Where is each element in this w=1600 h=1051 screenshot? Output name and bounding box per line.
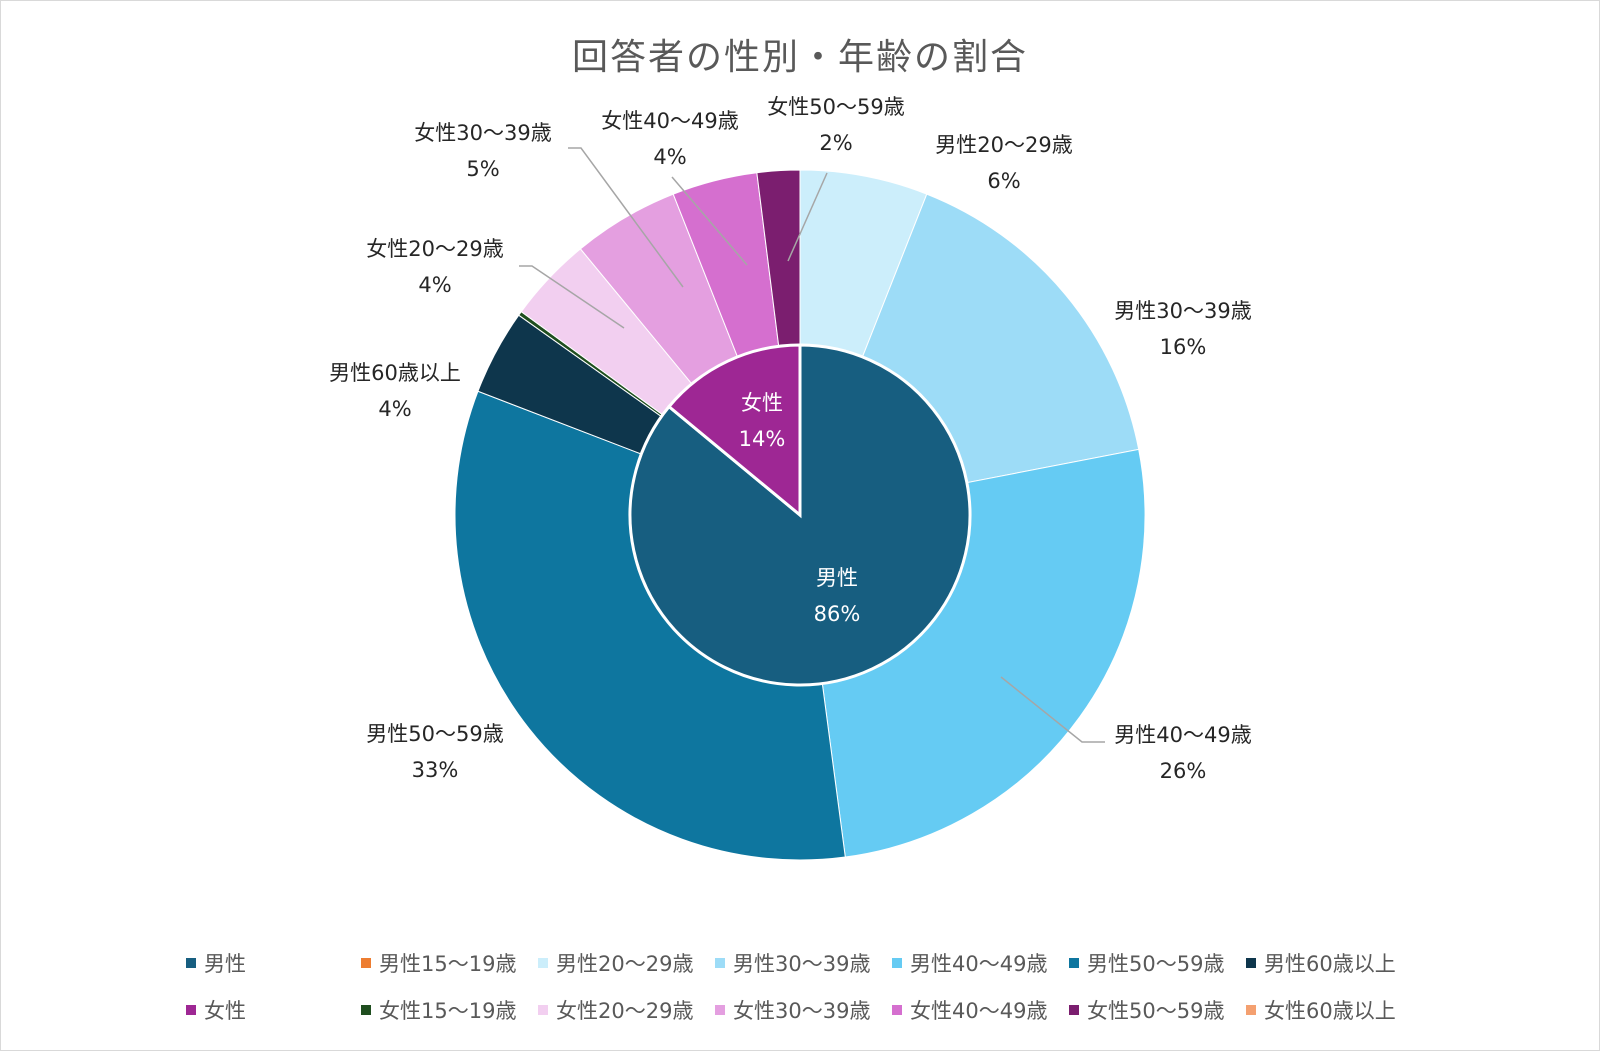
- legend-item: 男性30〜39歳: [715, 948, 892, 978]
- outer-label-name-1: 男性20〜29歳: [935, 133, 1072, 157]
- legend-item: 女性30〜39歳: [715, 995, 892, 1025]
- outer-label-name-5: 男性60歳以上: [329, 361, 461, 385]
- legend-item: 女性: [186, 995, 361, 1025]
- outer-label-name-7: 女性20〜29歳: [366, 237, 503, 261]
- inner-label-name-1: 女性: [741, 391, 783, 415]
- legend-label: 男性50〜59歳: [1087, 952, 1225, 976]
- legend-label: 女性30〜39歳: [733, 999, 871, 1023]
- legend-label: 女性: [204, 999, 246, 1023]
- leader-line-7: [519, 265, 625, 329]
- legend-swatch: [186, 958, 196, 968]
- legend-swatch: [1246, 1005, 1256, 1015]
- outer-label-name-9: 女性40〜49歳: [601, 109, 738, 133]
- inner-slice-0: [628, 343, 972, 687]
- legend-swatch: [1069, 958, 1079, 968]
- chart-title: 回答者の性別・年齢の割合: [571, 37, 1028, 78]
- legend-row-male: 男性 男性15〜19歳 男性20〜29歳 男性30〜39歳 男性40〜49歳 男性50〜5…: [186, 948, 1446, 978]
- legend-item: 男性15〜19歳: [361, 948, 538, 978]
- legend-swatch: [361, 958, 371, 968]
- legend-label: 女性20〜29歳: [556, 999, 694, 1023]
- legend-swatch: [538, 958, 548, 968]
- outer-label-name-8: 女性30〜39歳: [414, 121, 551, 145]
- legend-swatch: [1246, 958, 1256, 968]
- legend-item: 男性20〜29歳: [538, 948, 715, 978]
- outer-label-value-7: 4%: [418, 273, 451, 297]
- legend-item: 女性50〜59歳: [1069, 995, 1246, 1025]
- outer-label-name-3: 男性40〜49歳: [1114, 723, 1251, 747]
- inner-slice-1: [666, 343, 802, 519]
- legend-item: 女性15〜19歳: [361, 995, 538, 1025]
- legend-item: 女性20〜29歳: [538, 995, 715, 1025]
- legend-swatch: [715, 958, 725, 968]
- legend-swatch: [715, 1005, 725, 1015]
- legend-label: 女性15〜19歳: [379, 999, 517, 1023]
- outer-label-value-8: 5%: [466, 157, 499, 181]
- outer-label-name-10: 女性50〜59歳: [767, 95, 904, 119]
- legend-label: 男性15〜19歳: [379, 952, 517, 976]
- leader-line-3: [1000, 676, 1105, 743]
- legend-item: 女性60歳以上: [1246, 995, 1423, 1025]
- legend-label: 女性50〜59歳: [1087, 999, 1225, 1023]
- legend-label: 男性20〜29歳: [556, 952, 694, 976]
- legend-swatch: [186, 1005, 196, 1015]
- outer-label-name-2: 男性30〜39歳: [1114, 299, 1251, 323]
- legend-swatch: [892, 1005, 902, 1015]
- legend-label: 男性30〜39歳: [733, 952, 871, 976]
- outer-label-value-5: 4%: [378, 397, 411, 421]
- legend-item: 男性: [186, 948, 361, 978]
- outer-label-value-1: 6%: [987, 169, 1020, 193]
- legend-label: 女性40〜49歳: [910, 999, 1048, 1023]
- legend-label: 女性60歳以上: [1264, 999, 1396, 1023]
- leader-line-10: [787, 172, 828, 262]
- outer-label-value-9: 4%: [653, 145, 686, 169]
- inner-label-name-0: 男性: [816, 566, 858, 590]
- legend-swatch: [892, 958, 902, 968]
- legend-swatch: [1069, 1005, 1079, 1015]
- outer-label-name-4: 男性50〜59歳: [366, 722, 503, 746]
- legend-label: 男性: [204, 952, 246, 976]
- legend-row-female: 女性 女性15〜19歳 女性20〜29歳 女性30〜39歳 女性40〜49歳 女性50〜5…: [186, 995, 1446, 1025]
- legend-swatch: [361, 1005, 371, 1015]
- leader-line-9: [671, 176, 748, 266]
- legend-label: 男性60歳以上: [1264, 952, 1396, 976]
- legend-item: 男性40〜49歳: [892, 948, 1069, 978]
- legend-label: 男性40〜49歳: [910, 952, 1048, 976]
- legend-item: 男性60歳以上: [1246, 948, 1423, 978]
- leader-line-8: [568, 147, 684, 288]
- inner-label-value-1: 14%: [739, 427, 786, 451]
- outer-label-value-4: 33%: [412, 758, 459, 782]
- legend-item: 男性50〜59歳: [1069, 948, 1246, 978]
- legend-item: 女性40〜49歳: [892, 995, 1069, 1025]
- inner-label-value-0: 86%: [814, 602, 861, 626]
- legend: 男性 男性15〜19歳 男性20〜29歳 男性30〜39歳 男性40〜49歳 男性50〜5…: [186, 948, 1446, 1042]
- outer-label-value-10: 2%: [819, 131, 852, 155]
- outer-label-value-2: 16%: [1160, 335, 1207, 359]
- legend-swatch: [538, 1005, 548, 1015]
- outer-label-value-3: 26%: [1160, 759, 1207, 783]
